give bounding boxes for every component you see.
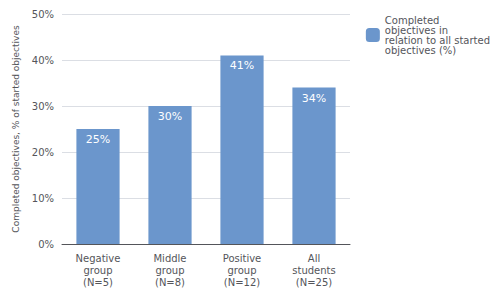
svg-text:group: group: [227, 265, 256, 276]
svg-text:students: students: [292, 265, 335, 276]
svg-text:50%: 50%: [32, 9, 54, 20]
svg-text:30%: 30%: [158, 110, 182, 123]
svg-text:41%: 41%: [230, 59, 254, 72]
svg-text:All: All: [308, 253, 320, 264]
svg-text:group: group: [155, 265, 184, 276]
svg-text:objectives (%): objectives (%): [385, 45, 456, 56]
svg-text:Negative: Negative: [76, 253, 121, 264]
svg-text:0%: 0%: [38, 239, 54, 250]
svg-text:(N=12): (N=12): [224, 277, 260, 288]
svg-text:Positive: Positive: [223, 253, 262, 264]
svg-text:Completed objectives, % of sta: Completed objectives, % of started objec…: [11, 25, 21, 233]
svg-text:(N=25): (N=25): [296, 277, 332, 288]
svg-text:(N=5): (N=5): [83, 277, 113, 288]
svg-text:25%: 25%: [86, 133, 110, 146]
svg-text:objectives in: objectives in: [384, 24, 448, 36]
svg-text:group: group: [83, 265, 112, 276]
svg-text:(N=8): (N=8): [155, 277, 185, 288]
svg-text:10%: 10%: [32, 193, 54, 204]
svg-text:20%: 20%: [32, 147, 54, 158]
svg-text:40%: 40%: [32, 55, 54, 66]
svg-text:Completed: Completed: [384, 14, 440, 26]
svg-text:34%: 34%: [302, 92, 326, 105]
svg-text:Middle: Middle: [153, 253, 186, 264]
svg-text:30%: 30%: [32, 101, 54, 112]
svg-text:relation to all started: relation to all started: [384, 34, 490, 46]
